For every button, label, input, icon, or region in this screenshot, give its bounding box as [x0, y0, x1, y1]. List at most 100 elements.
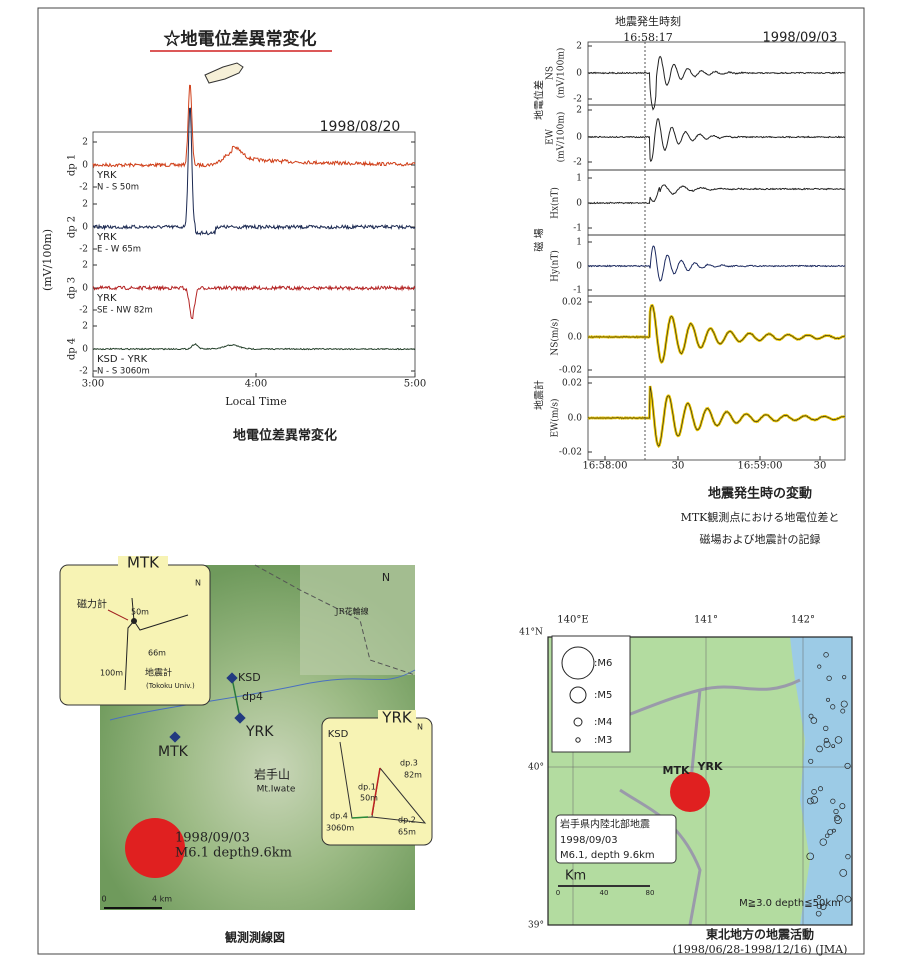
y-tick-label: -2 [79, 306, 88, 316]
y-tick-label: -0.02 [559, 366, 582, 376]
scale-label: 0 [101, 895, 106, 904]
y-tick-label: -2 [79, 367, 88, 377]
scale-unit: Km [565, 869, 586, 884]
scale-label: 40 [600, 889, 609, 897]
filter-label: M≧3.0 depth≦50km [739, 898, 841, 909]
y-tick-label: -1 [573, 286, 582, 296]
callout-label: dp.4 [330, 812, 348, 821]
distance: 50m [131, 608, 149, 617]
x-tick-label: 30 [814, 461, 827, 472]
y-tick-label: 1 [576, 238, 582, 248]
legend-label: :M5 [594, 690, 612, 701]
lon-label: 140°E [557, 615, 588, 626]
railway-label: JR花輪線 [334, 606, 368, 616]
x-tick-label: 30 [672, 461, 685, 472]
x-tick-label: 3:00 [82, 379, 104, 390]
trace [588, 57, 845, 110]
caption-sub: (1998/06/28-1998/12/16) (JMA) [673, 943, 848, 956]
line-label: dp4 [242, 690, 263, 703]
y-tick-label: -2 [573, 158, 582, 168]
heading: ☆地電位差異常変化 [164, 29, 317, 50]
group-label: 地電位差 [533, 80, 546, 120]
event-label: 岩手県内陸北部地震 [560, 818, 650, 831]
y-tick-label: 0 [576, 262, 582, 272]
y-tick-label: 0.02 [562, 298, 582, 308]
callout-label: KSD [328, 729, 349, 740]
trace-name: dp 3 [67, 277, 78, 299]
y-tick-label: 0.0 [568, 414, 583, 424]
station: YRK [96, 170, 117, 181]
line-spec: N - S 50m [97, 183, 139, 193]
caption: 東北地方の地震活動 [706, 927, 814, 942]
trace [588, 246, 845, 281]
trace [588, 119, 845, 162]
plain [300, 565, 415, 675]
trace-name: dp 2 [67, 216, 78, 238]
callout-label: 地震計 [145, 667, 172, 679]
pointing-hand [205, 63, 243, 83]
trace [588, 185, 845, 204]
station-label: YRK [245, 724, 274, 740]
x-tick-label: 5:00 [404, 379, 426, 390]
caption-line: 磁場および地震計の記録 [700, 532, 821, 546]
y-tick-label: -2 [573, 95, 582, 105]
callout-label: 磁力計 [77, 598, 107, 611]
x-axis-label: Local Time [225, 395, 286, 408]
epicenter [670, 772, 710, 812]
y-tick-label: 0 [576, 133, 582, 143]
event-label: 1998/09/03 [175, 831, 250, 846]
legend-label: :M4 [594, 717, 612, 728]
y-tick-label: 0 [82, 345, 88, 355]
legend-label: :M3 [594, 735, 612, 746]
plot-frame [93, 132, 415, 377]
trace-label: EW(m/s) [550, 398, 561, 437]
group-label: 地震計 [533, 380, 546, 410]
distance: 82m [404, 771, 422, 780]
y-tick-label: -2 [79, 245, 88, 255]
event-label: M6.1 depth9.6km [175, 846, 292, 861]
distance: 66m [148, 649, 166, 658]
event-label: 1998/09/03 [560, 835, 618, 846]
plot-frame [588, 235, 845, 296]
y-tick-label: -0.02 [559, 448, 582, 458]
mountain-label: 岩手山 [254, 767, 290, 782]
y-tick-label: 0 [576, 69, 582, 79]
caption: 地電位差異常変化 [233, 428, 337, 444]
trace [93, 344, 415, 350]
callout-label: dp.2 [398, 816, 416, 825]
y-tick-label: 0.02 [562, 379, 582, 389]
station-label: KSD [238, 671, 261, 684]
scale-label: 4 km [152, 895, 172, 904]
trace-label: NS(m/s) [550, 318, 561, 355]
north: N [382, 571, 390, 584]
line-spec: N - S 3060m [97, 367, 150, 377]
scale-label: 80 [646, 889, 655, 897]
sensor [131, 618, 137, 624]
mountain-label: Mt.Iwate [257, 785, 296, 795]
distance: 3060m [326, 824, 354, 833]
page: ☆地電位差異常変化1998/08/2020-2dp 1YRKN - S 50m2… [0, 0, 901, 960]
x-tick-label: 4:00 [245, 379, 267, 390]
trace-label: NS [546, 66, 556, 80]
callout-label: dp.1 [358, 783, 376, 792]
arrow [352, 817, 368, 818]
y-tick-label: 2 [82, 200, 88, 210]
caption-line: MTK観測点における地電位差と [681, 510, 840, 524]
seismic-trace-fill [588, 305, 845, 362]
event-label: 地震発生時刻 [615, 14, 681, 28]
callout-title: MTK [127, 554, 160, 572]
lon-label: 142° [791, 615, 815, 626]
trace-label: Hx(nT) [550, 187, 561, 219]
station-label: MTK [663, 764, 690, 777]
scale-label: 0 [556, 889, 560, 897]
station-label: YRK [697, 760, 723, 773]
station: KSD - YRK [97, 354, 148, 365]
legend-label: :M6 [594, 658, 612, 669]
trace [588, 386, 845, 446]
x-tick-label: 16:58:00 [583, 461, 628, 472]
north: N [195, 579, 201, 588]
station: YRK [96, 293, 117, 304]
y-tick-label: 2 [576, 106, 582, 116]
y-tick-label: 0 [82, 161, 88, 171]
callout-label: (Tokoku Univ.) [146, 682, 195, 690]
